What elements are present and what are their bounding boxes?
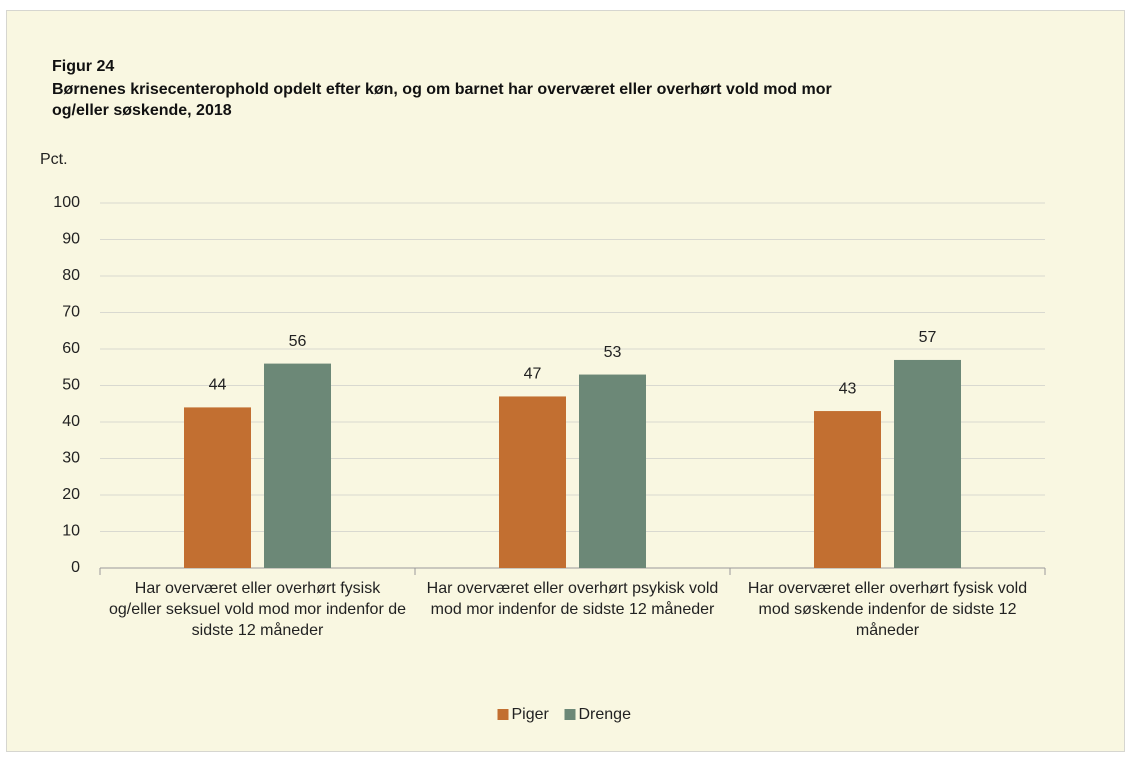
y-tick-label: 70: [62, 304, 80, 321]
value-label: 44: [209, 377, 227, 394]
legend-label: Piger: [512, 706, 550, 723]
y-tick-label: 50: [62, 377, 80, 394]
y-tick-label: 40: [62, 413, 80, 430]
y-tick-label: 100: [53, 194, 80, 211]
value-label: 56: [289, 333, 307, 350]
bar: [579, 374, 646, 568]
chart-subtitle: Børnenes krisecenterophold opdelt efter …: [52, 81, 832, 119]
bar: [264, 363, 331, 568]
x-tick-label: Har overværet eller overhørt fysisk vold…: [747, 580, 1028, 639]
bar: [894, 359, 961, 568]
y-tick-label: 90: [62, 231, 80, 248]
value-label: 53: [604, 344, 622, 361]
y-tick-label: 0: [71, 559, 80, 576]
x-tick-label: Har overværet eller overhørt psykisk vol…: [426, 580, 719, 618]
chart-title: Figur 24: [52, 58, 115, 75]
y-tick-label: 80: [62, 267, 80, 284]
value-label: 57: [919, 329, 937, 346]
y-tick-label: 60: [62, 340, 80, 357]
y-axis-label: Pct.: [40, 151, 68, 168]
bar: [814, 411, 881, 568]
y-tick-label: 20: [62, 486, 80, 503]
bar: [499, 396, 566, 568]
x-tick-label: Har overværet eller overhørt fysisk og/e…: [108, 580, 407, 639]
legend-swatch: [497, 709, 509, 720]
bar: [184, 407, 251, 568]
y-tick-label: 30: [62, 450, 80, 467]
y-tick-label: 10: [62, 523, 80, 540]
value-label: 43: [839, 380, 857, 397]
legend-swatch: [564, 709, 576, 720]
legend-label: Drenge: [579, 706, 632, 723]
value-label: 47: [524, 366, 542, 383]
